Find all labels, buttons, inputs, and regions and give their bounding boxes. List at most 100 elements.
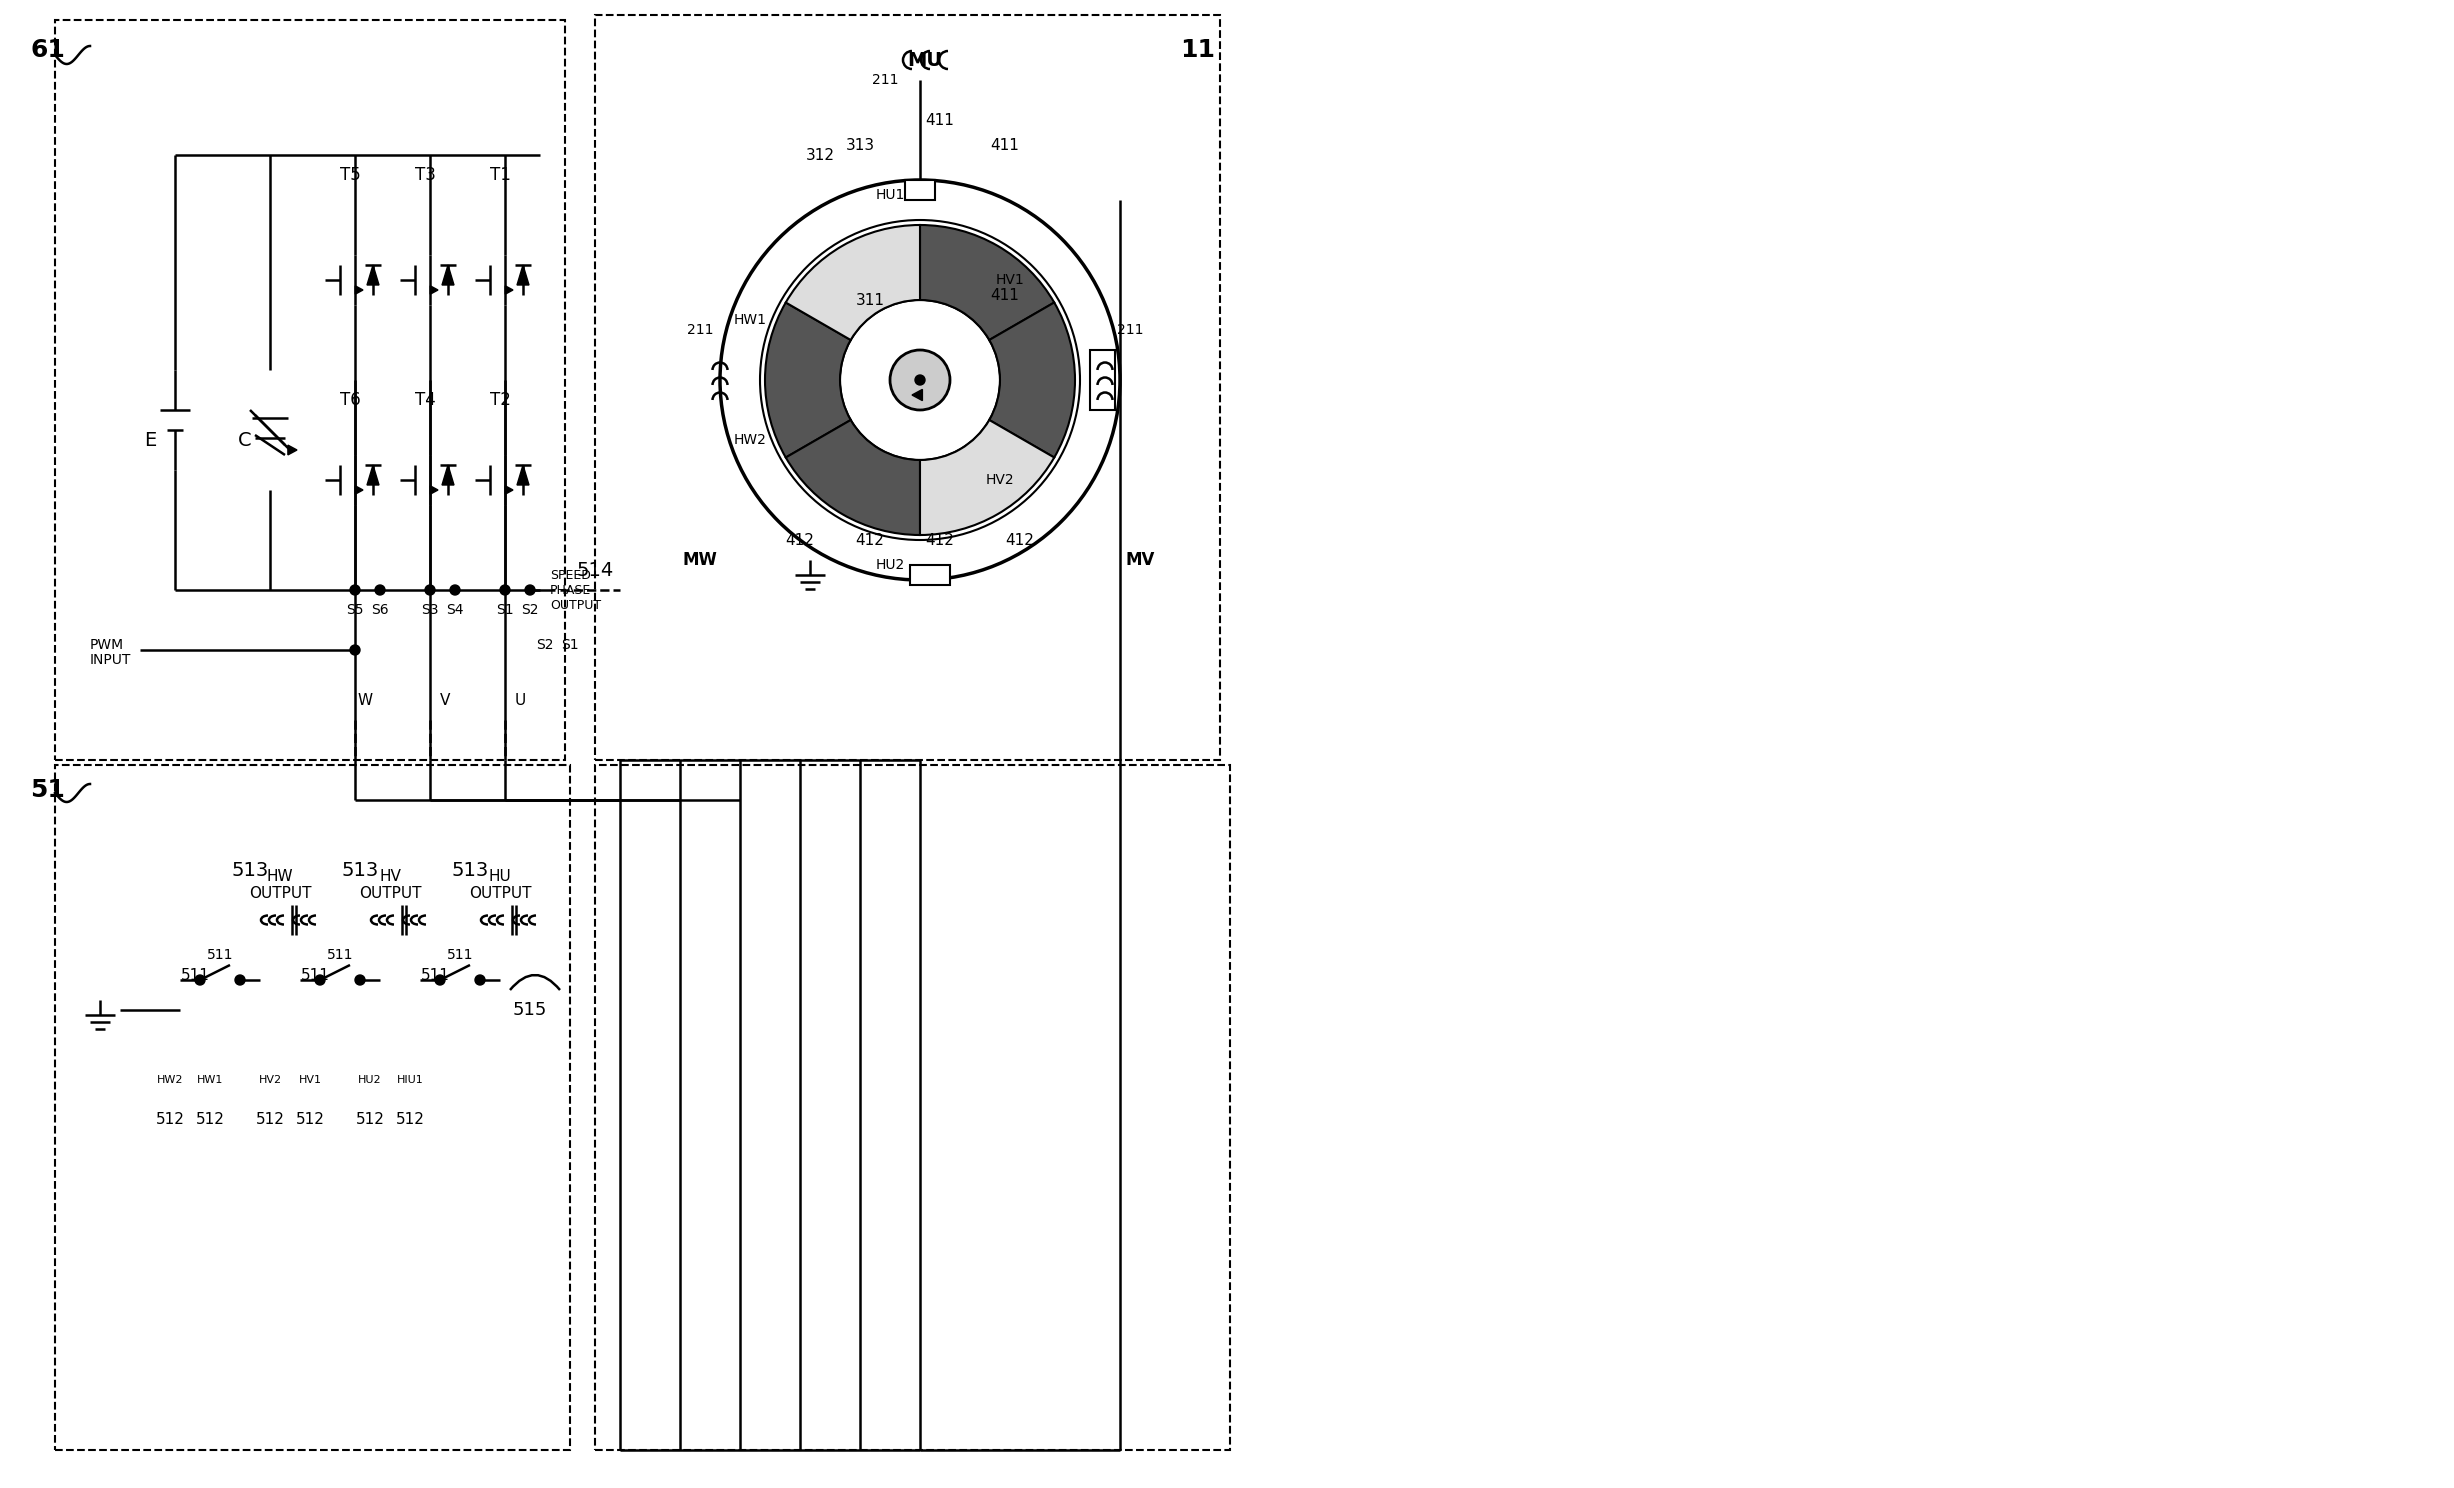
Circle shape <box>375 585 385 595</box>
Text: 512: 512 <box>255 1113 285 1128</box>
Text: INPUT: INPUT <box>91 653 133 667</box>
Text: T5: T5 <box>339 167 361 185</box>
Circle shape <box>434 975 444 985</box>
Wedge shape <box>989 302 1075 457</box>
Polygon shape <box>506 485 513 494</box>
Wedge shape <box>920 225 1055 339</box>
Text: 411: 411 <box>991 287 1018 302</box>
Text: 412: 412 <box>856 533 883 548</box>
Bar <box>906 180 935 199</box>
Text: PWM: PWM <box>91 638 125 652</box>
Circle shape <box>476 975 486 985</box>
Text: S6: S6 <box>371 603 388 618</box>
Text: V: V <box>439 692 449 707</box>
Circle shape <box>314 975 324 985</box>
Circle shape <box>194 975 206 985</box>
Circle shape <box>501 585 510 595</box>
Text: 412: 412 <box>925 533 955 548</box>
Text: 511: 511 <box>299 967 329 982</box>
Circle shape <box>425 585 434 595</box>
Text: HV2: HV2 <box>987 473 1014 487</box>
Text: HW1: HW1 <box>196 1074 223 1085</box>
Text: HU2: HU2 <box>876 558 906 571</box>
Text: 61: 61 <box>29 39 64 62</box>
Text: 311: 311 <box>856 293 883 308</box>
Text: T1: T1 <box>488 167 510 185</box>
Polygon shape <box>429 485 437 494</box>
Text: 312: 312 <box>805 147 834 162</box>
Text: E: E <box>145 430 157 449</box>
Text: 211: 211 <box>871 73 898 86</box>
Text: T2: T2 <box>488 391 510 409</box>
Polygon shape <box>506 286 513 295</box>
Text: HW2: HW2 <box>734 433 766 446</box>
Circle shape <box>351 644 361 655</box>
Text: HW1: HW1 <box>734 312 766 327</box>
Text: 51: 51 <box>29 778 64 802</box>
Text: 513: 513 <box>452 860 488 879</box>
Text: 512: 512 <box>356 1113 385 1128</box>
Text: T4: T4 <box>415 391 434 409</box>
Polygon shape <box>368 265 378 286</box>
Polygon shape <box>442 464 454 485</box>
Text: 11: 11 <box>1180 39 1215 62</box>
Circle shape <box>839 301 999 460</box>
Text: 512: 512 <box>155 1113 184 1128</box>
Wedge shape <box>785 225 920 339</box>
Circle shape <box>351 585 361 595</box>
Text: OUTPUT: OUTPUT <box>550 598 601 612</box>
Text: PHASE: PHASE <box>550 583 591 597</box>
Polygon shape <box>368 464 378 485</box>
Circle shape <box>891 350 950 411</box>
Text: HV2: HV2 <box>258 1074 282 1085</box>
Text: 513: 513 <box>231 860 267 879</box>
Text: HV1: HV1 <box>299 1074 321 1085</box>
Text: HW2: HW2 <box>157 1074 184 1085</box>
Wedge shape <box>766 302 852 457</box>
Text: 411: 411 <box>991 137 1018 152</box>
Text: SPEED: SPEED <box>550 568 591 582</box>
Circle shape <box>719 180 1119 580</box>
Text: 211: 211 <box>687 323 714 336</box>
Text: W: W <box>358 692 373 707</box>
Text: 313: 313 <box>847 137 874 152</box>
Text: 512: 512 <box>196 1113 223 1128</box>
Text: 411: 411 <box>925 113 955 128</box>
Circle shape <box>525 585 535 595</box>
Polygon shape <box>518 265 530 286</box>
Circle shape <box>761 220 1080 540</box>
Text: 513: 513 <box>341 860 378 879</box>
Polygon shape <box>913 390 923 400</box>
Text: HU
OUTPUT: HU OUTPUT <box>469 869 530 902</box>
Text: HV1: HV1 <box>996 272 1023 287</box>
Text: S1: S1 <box>496 603 513 618</box>
Text: 515: 515 <box>513 1001 547 1019</box>
Bar <box>54 765 569 1449</box>
Text: 511: 511 <box>326 948 353 963</box>
Text: 511: 511 <box>420 967 449 982</box>
Bar <box>594 765 1229 1449</box>
Bar <box>54 19 564 760</box>
Text: S4: S4 <box>447 603 464 618</box>
Text: HW
OUTPUT: HW OUTPUT <box>248 869 312 902</box>
Text: 512: 512 <box>294 1113 324 1128</box>
Text: T6: T6 <box>339 391 361 409</box>
Wedge shape <box>920 420 1055 536</box>
Text: U: U <box>515 692 525 707</box>
Polygon shape <box>518 464 530 485</box>
Polygon shape <box>442 265 454 286</box>
Text: 511: 511 <box>206 948 233 963</box>
Wedge shape <box>785 420 920 536</box>
Polygon shape <box>287 445 297 455</box>
Polygon shape <box>429 286 437 295</box>
Text: HU2: HU2 <box>358 1074 383 1085</box>
Text: MV: MV <box>1126 551 1156 568</box>
Text: T3: T3 <box>415 167 434 185</box>
Circle shape <box>356 975 366 985</box>
Text: 511: 511 <box>447 948 474 963</box>
Circle shape <box>236 975 245 985</box>
Bar <box>910 565 950 585</box>
Text: 512: 512 <box>395 1113 425 1128</box>
Polygon shape <box>356 485 363 494</box>
Text: MW: MW <box>682 551 717 568</box>
